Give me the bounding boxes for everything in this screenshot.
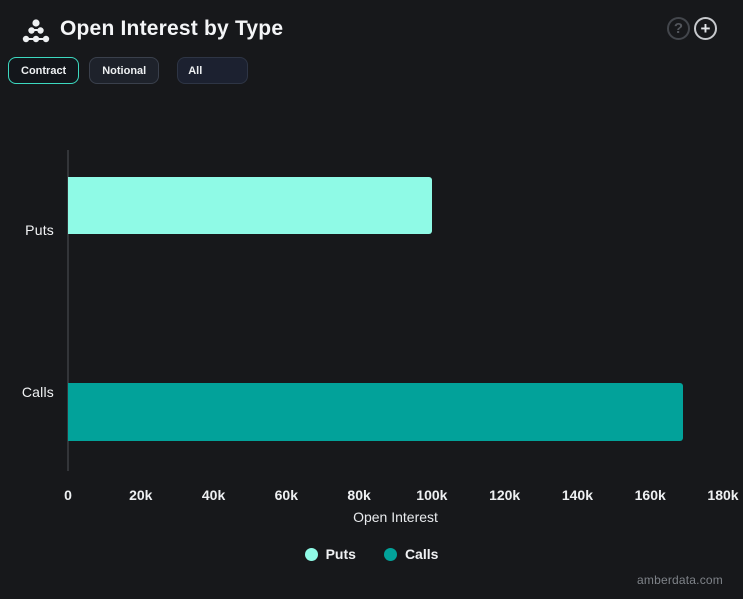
- x-tick-label: 100k: [416, 487, 448, 503]
- chart-controls: Contract Notional All: [8, 57, 249, 84]
- plot-area: [68, 150, 723, 471]
- x-tick-label: 140k: [561, 487, 594, 503]
- watermark: amberdata.com: [637, 573, 723, 587]
- legend-label-calls: Calls: [404, 546, 439, 562]
- add-icon[interactable]: +: [694, 17, 717, 40]
- x-tick-label: 20k: [129, 487, 153, 503]
- filter-dropdown[interactable]: All: [177, 57, 249, 84]
- x-tick-label: 80k: [347, 487, 371, 503]
- y-axis-line: [67, 150, 69, 471]
- legend-item-puts[interactable]: Puts: [304, 546, 356, 562]
- contract-toggle-button[interactable]: Contract: [8, 57, 80, 84]
- notional-toggle-button[interactable]: Notional: [89, 57, 160, 84]
- legend-dot-puts-icon: [304, 547, 318, 561]
- bar-calls[interactable]: [68, 383, 683, 441]
- bar-puts[interactable]: [68, 177, 432, 234]
- x-tick-label: 160k: [634, 487, 666, 503]
- legend-dot-calls-icon: [383, 547, 397, 561]
- help-glyph: ?: [673, 20, 684, 37]
- x-tick-label: 0: [64, 487, 72, 503]
- cluster-dots-icon: [22, 19, 50, 43]
- y-axis-label-puts: Puts: [25, 222, 54, 238]
- help-icon[interactable]: ?: [667, 17, 690, 40]
- x-tick-label: 120k: [489, 487, 521, 503]
- x-axis-title: Open Interest: [353, 509, 438, 525]
- chart-legend: Puts Calls: [0, 546, 743, 562]
- x-tick-label: 180k: [707, 487, 739, 503]
- legend-item-calls[interactable]: Calls: [383, 546, 439, 562]
- add-glyph: +: [700, 18, 711, 38]
- x-tick-label: 40k: [201, 487, 226, 503]
- x-axis-ticks: 0 20k 40k 60k 80k 100k 120k 140k 160k 180k: [64, 487, 738, 503]
- legend-label-puts: Puts: [325, 546, 356, 562]
- x-tick-label: 60k: [274, 487, 299, 503]
- card-header: Open Interest by Type ? +: [0, 0, 743, 50]
- y-axis-label-calls: Calls: [21, 384, 54, 400]
- page-title: Open Interest by Type: [60, 17, 284, 40]
